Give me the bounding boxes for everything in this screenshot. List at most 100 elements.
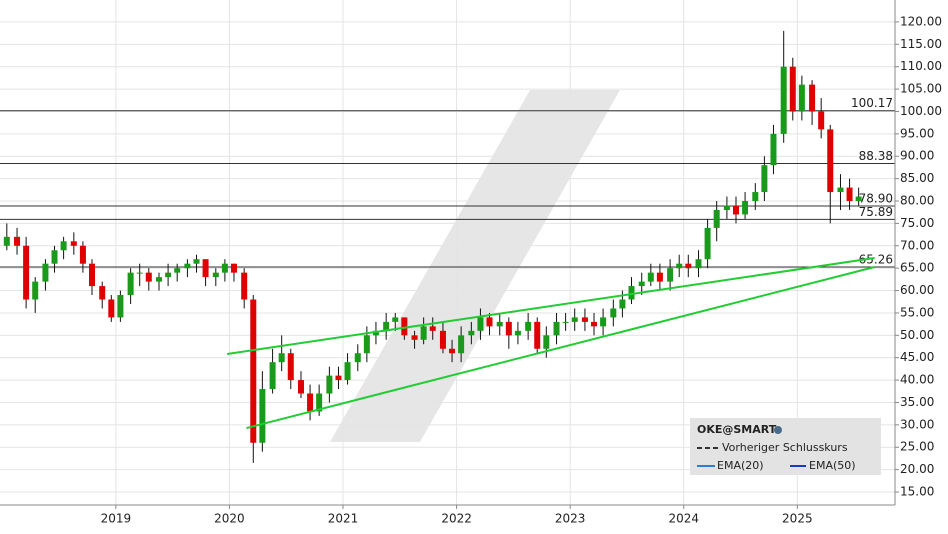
- candle-body: [383, 321, 390, 331]
- candle-body: [411, 335, 418, 340]
- y-tick-label: 105.00: [900, 82, 942, 96]
- candle-body: [809, 84, 816, 112]
- candle-body: [505, 321, 512, 336]
- level-label: 100.17: [851, 96, 893, 110]
- candle-body: [713, 209, 720, 228]
- candle-body: [88, 263, 95, 287]
- candle-body: [307, 393, 314, 412]
- candle-body: [562, 321, 569, 323]
- candle-body: [278, 353, 285, 363]
- candle-body: [638, 281, 645, 287]
- candle-body: [761, 165, 768, 193]
- y-tick-label: 65.00: [900, 261, 934, 275]
- x-tick-label: 2021: [328, 512, 359, 526]
- level-label: 88.38: [859, 149, 893, 163]
- candle-body: [439, 330, 446, 349]
- y-tick-label: 15.00: [900, 485, 934, 499]
- x-tick-label: 2025: [782, 512, 813, 526]
- candle-body: [108, 299, 115, 318]
- y-tick-label: 70.00: [900, 238, 934, 252]
- candle-body: [344, 362, 351, 381]
- candle-body: [184, 263, 191, 269]
- candle-body: [656, 272, 663, 282]
- y-tick-label: 30.00: [900, 417, 934, 431]
- candle-body: [241, 272, 248, 300]
- candle-body: [23, 245, 30, 300]
- candle-body: [420, 326, 427, 340]
- candle-body: [742, 201, 749, 215]
- legend-icon: [774, 426, 782, 434]
- y-tick-label: 50.00: [900, 328, 934, 342]
- candle-body: [202, 259, 209, 278]
- y-tick-label: 95.00: [900, 126, 934, 140]
- candle-body: [770, 133, 777, 166]
- candle-body: [99, 286, 106, 300]
- candle-body: [581, 317, 588, 322]
- y-tick-label: 110.00: [900, 59, 942, 73]
- candle-body: [468, 330, 475, 336]
- candle-body: [51, 250, 58, 264]
- candle-body: [259, 389, 266, 443]
- candle-body: [780, 66, 787, 134]
- candle-body: [827, 129, 834, 193]
- y-tick-label: 115.00: [900, 37, 942, 51]
- trend-line: [246, 266, 875, 430]
- candle-body: [316, 393, 323, 412]
- candle-body: [723, 205, 730, 210]
- candle-body: [837, 187, 844, 193]
- y-tick-label: 120.00: [900, 14, 942, 28]
- candle-body: [250, 299, 257, 443]
- y-tick-label: 20.00: [900, 462, 934, 476]
- trend-line: [227, 257, 875, 355]
- y-tick-label: 40.00: [900, 373, 934, 387]
- y-tick-label: 80.00: [900, 194, 934, 208]
- candle-body: [525, 321, 532, 331]
- candle-body: [392, 317, 399, 322]
- candle-body: [354, 353, 361, 363]
- candle-body: [60, 241, 67, 251]
- legend-entry: EMA(20): [717, 459, 764, 472]
- y-tick-label: 45.00: [900, 350, 934, 364]
- candle-body: [667, 268, 674, 282]
- candle-body: [221, 263, 228, 273]
- candle-body: [145, 272, 152, 282]
- candle-body: [174, 268, 181, 273]
- candle-body: [230, 263, 237, 273]
- candle-body: [212, 272, 219, 278]
- y-tick-label: 55.00: [900, 305, 934, 319]
- candle-body: [647, 272, 654, 282]
- candle-body: [591, 321, 598, 327]
- candle-body: [543, 335, 550, 349]
- y-tick-label: 85.00: [900, 171, 934, 185]
- candle-body: [704, 227, 711, 260]
- candle-body: [127, 272, 134, 296]
- candle-body: [14, 236, 21, 246]
- candle-body: [449, 348, 456, 354]
- candle-body: [165, 272, 172, 278]
- candle-body: [676, 263, 683, 269]
- candle-body: [79, 245, 86, 264]
- legend-box: [690, 418, 881, 475]
- candle-body: [486, 317, 493, 327]
- legend-entry: Vorheriger Schlusskurs: [722, 441, 848, 454]
- x-tick-label: 2019: [101, 512, 132, 526]
- candle-body: [685, 263, 692, 269]
- candle-body: [193, 259, 200, 264]
- watermark: [330, 90, 620, 442]
- candle-body: [326, 375, 333, 394]
- candle-body: [335, 375, 342, 381]
- candle-body: [42, 263, 49, 282]
- candle-body: [401, 317, 408, 336]
- candle-body: [429, 326, 436, 331]
- candle-body: [855, 196, 862, 202]
- legend-title: OKE@SMART: [697, 423, 777, 436]
- x-tick-label: 2022: [441, 512, 472, 526]
- x-tick-label: 2023: [555, 512, 586, 526]
- level-label: 78.90: [859, 191, 893, 205]
- y-tick-label: 35.00: [900, 395, 934, 409]
- candle-body: [496, 321, 503, 327]
- candle-body: [32, 281, 39, 300]
- level-label: 65.26: [859, 253, 893, 267]
- level-label: 75.89: [859, 205, 893, 219]
